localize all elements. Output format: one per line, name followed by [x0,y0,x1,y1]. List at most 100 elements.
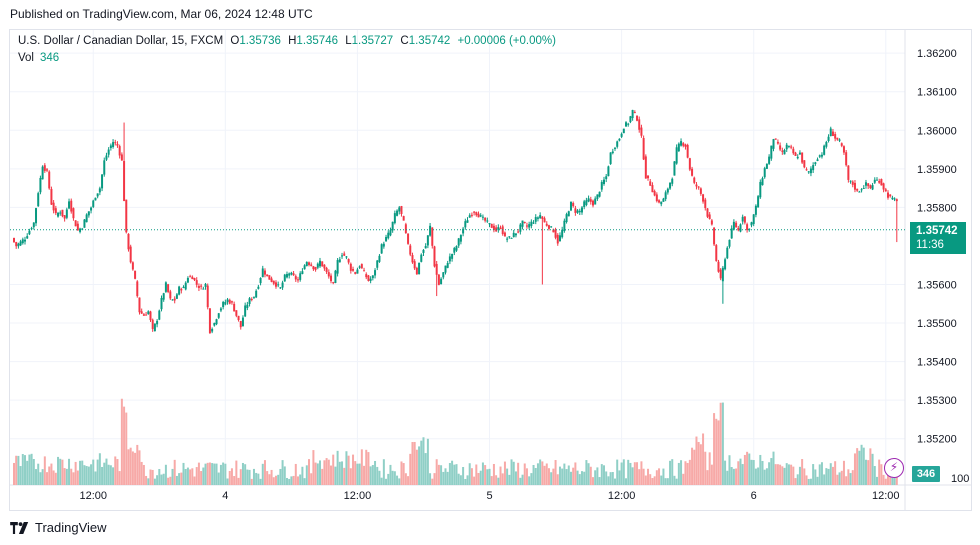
candle-body [567,211,570,217]
volume-bar [259,478,262,485]
candle-body [812,165,815,171]
volume-bar [470,468,473,485]
candle-body [521,220,524,227]
volume-bar [860,444,863,485]
candle-body [424,246,427,249]
candle-body [136,281,139,297]
candle-body [90,207,93,211]
volume-bar [589,466,592,485]
volume-bar [81,460,84,485]
volume-bar [101,466,104,485]
volume-bar [151,469,154,485]
candle-body [779,145,782,150]
candle-body [532,222,535,224]
candle-body [636,115,639,121]
candle-body [726,247,729,259]
volume-bar [693,449,696,485]
candle-body [508,236,511,238]
y-tick-label: 1.35800 [917,202,957,214]
candle-body [611,151,614,154]
volume-bar [404,473,407,485]
volume-bar [525,468,528,485]
y-tick-label: 1.36000 [917,125,957,137]
volume-bar [369,466,372,485]
volume-bar [52,470,55,485]
candle-body [385,236,388,242]
candle-body [631,109,634,119]
volume-bar [294,463,297,485]
candle-body [24,239,27,242]
volume-bar [642,468,645,485]
volume-bar [574,462,577,485]
volume-bar [74,461,77,485]
volume-bar [473,476,476,485]
volume-bar [41,469,44,485]
volume-bar [50,463,53,485]
candle-body [319,260,322,267]
candle-body [39,177,42,193]
candle-body [259,277,262,284]
candle-body [57,212,60,217]
price-chart[interactable]: 1.36200 1.36100 1.36000 1.35900 1.35800 1.356… [10,30,972,510]
volume-bar [514,471,517,485]
volume-bar [83,465,86,485]
volume-bar [704,451,707,485]
candle-body [250,299,253,301]
candle-body [875,179,878,181]
high-value: 1.35746 [296,35,338,47]
candle-body [105,155,108,160]
candle-body [867,183,870,187]
volume-bar [776,464,779,485]
volume-bar [616,459,619,485]
candle-body [514,233,517,236]
lightning-icon[interactable]: ⚡︎ [884,458,904,478]
volume-bar [677,462,680,485]
volume-bar [43,456,46,485]
volume-bar [363,465,366,485]
volume-bar [378,470,381,485]
volume-bar [261,463,264,485]
volume-bar [814,469,817,485]
candle-body [365,274,368,278]
candle-body [404,224,407,234]
y-tick-label: 100 [951,473,969,485]
candle-body [274,282,277,287]
volume-bar [292,475,295,485]
candle-body [356,269,359,274]
volume-bar [539,459,542,485]
volume-bar [136,444,139,485]
volume-bar [310,473,313,485]
candle-body [371,275,374,279]
candle-body [59,212,62,214]
volume-bar [728,455,731,485]
candle-body [622,128,625,134]
candle-body [35,208,38,224]
volume-bar [554,460,557,485]
candle-body [239,320,242,328]
candle-body [794,152,797,156]
volume-bar [812,464,815,485]
volume-bar [501,473,504,485]
candle-body [244,305,247,317]
footer-brand[interactable]: TradingView [10,520,107,535]
candle-body [197,286,200,288]
candle-body [68,201,71,209]
volume-bar [301,466,304,485]
candle-body [459,235,462,242]
candle-body [349,263,352,271]
volume-bar [13,462,15,485]
candle-body [761,178,764,186]
volume-bar [838,472,841,485]
volume-bar [382,459,385,485]
candle-body [74,220,77,227]
candle-body [490,223,493,228]
candle-body [321,261,324,267]
candle-body [382,243,385,247]
candle-body [103,160,106,175]
candle-body [858,191,861,193]
candle-body [301,271,304,274]
candle-body [697,186,700,188]
volume-bar [455,464,458,485]
volume-bar [807,478,810,485]
volume-bar [371,464,374,485]
